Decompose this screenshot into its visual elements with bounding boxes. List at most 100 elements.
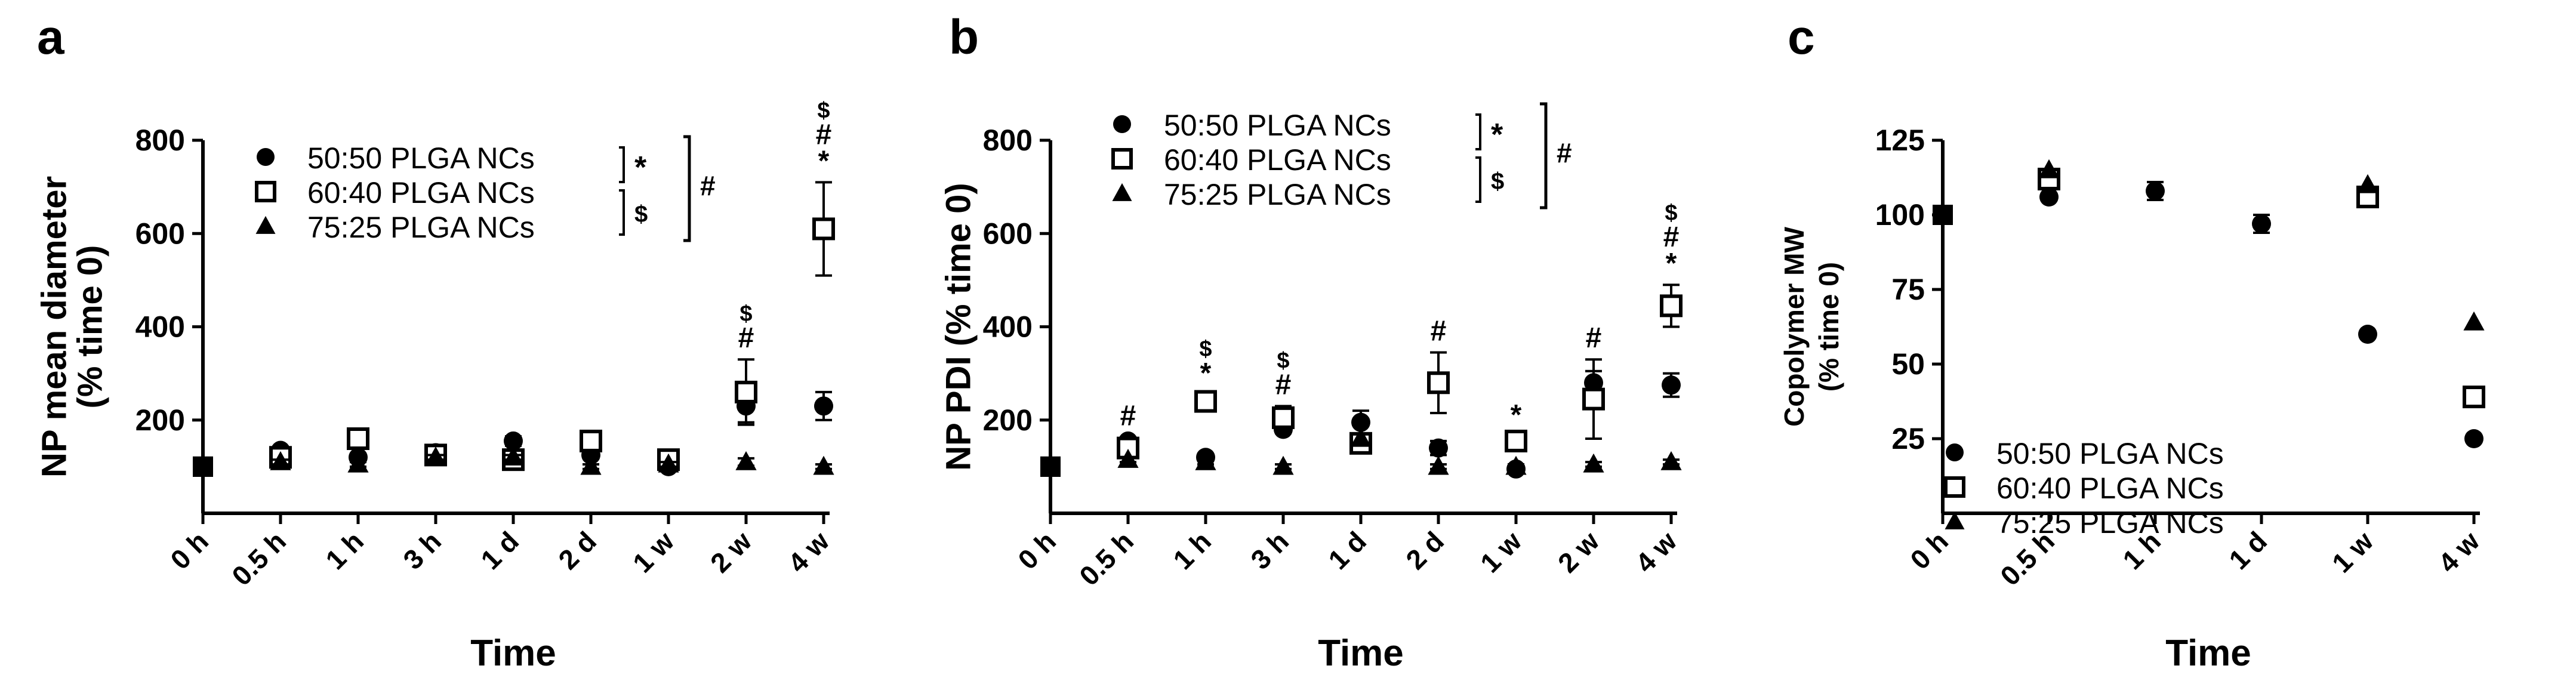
y-axis-label: NP mean diameter <box>35 176 73 477</box>
marker-60-40-plga-ncs <box>735 380 757 403</box>
x-tick-label: 1 h <box>1167 525 1217 575</box>
marker-50-50-plga-ncs <box>2252 214 2271 233</box>
x-axis-label: Time <box>2165 633 2251 674</box>
marker-75-25-plga-ncs <box>2357 174 2378 193</box>
sig-annotation: $ <box>739 301 752 326</box>
panel-label: a <box>37 10 65 64</box>
marker-60-40-plga-ncs <box>347 427 369 450</box>
y-tick-label: 800 <box>135 124 185 157</box>
y-tick-label: 400 <box>983 310 1033 344</box>
sig-mark: * <box>1491 118 1503 152</box>
x-tick-label: 0 h <box>164 525 214 575</box>
y-tick-label: 200 <box>135 403 185 437</box>
y-tick-label: 50 <box>1891 347 1925 381</box>
x-tick-label: 1 d <box>1322 525 1372 575</box>
x-tick-label: 1 d <box>474 525 525 575</box>
sig-annotation: # <box>816 119 832 150</box>
marker-75-25-plga-ncs <box>425 446 446 466</box>
x-tick-label: 1 w <box>627 525 680 578</box>
marker-75-25-plga-ncs <box>1195 451 1216 470</box>
marker-60-40-plga-ncs <box>1505 429 1527 452</box>
x-tick-label: 3 h <box>1244 525 1295 575</box>
sig-annotation: # <box>1120 400 1136 432</box>
sig-bracket <box>1475 156 1481 203</box>
marker-baseline <box>193 456 213 477</box>
sig-mark: * <box>634 150 647 185</box>
legend-label: 50:50 PLGA NCs <box>1996 437 2224 470</box>
legend-label: 50:50 PLGA NCs <box>1164 109 1391 142</box>
x-tick-label: 0.5 h <box>226 525 292 591</box>
panel-label: c <box>1788 10 1815 64</box>
marker-75-25-plga-ncs <box>735 451 757 470</box>
sig-bracket <box>1475 113 1481 150</box>
legend-label: 60:40 PLGA NCs <box>307 176 535 209</box>
marker-legend <box>1112 183 1132 201</box>
marker-75-25-plga-ncs <box>1428 455 1449 475</box>
marker-60-40-plga-ncs <box>1427 371 1450 395</box>
marker-75-25-plga-ncs <box>347 453 369 473</box>
marker-50-50-plga-ncs <box>2039 187 2059 207</box>
marker-legend <box>257 148 275 166</box>
marker-legend <box>1945 511 1965 529</box>
marker-baseline <box>1933 205 1953 225</box>
x-tick-label: 2 w <box>1552 525 1605 578</box>
sig-annotation: # <box>1663 221 1680 253</box>
x-tick-label: 2 d <box>552 525 602 575</box>
marker-75-25-plga-ncs <box>1272 455 1294 475</box>
marker-75-25-plga-ncs <box>2038 159 2060 178</box>
sig-annotation: # <box>1431 315 1447 347</box>
x-tick-label: 0 h <box>1904 525 1954 575</box>
marker-75-25-plga-ncs <box>658 453 679 473</box>
x-tick-label: 1 w <box>2326 525 2379 578</box>
marker-60-40-plga-ncs <box>2463 386 2485 408</box>
marker-legend <box>255 215 276 234</box>
y-tick-label: 600 <box>135 217 185 250</box>
sig-annotation: $ <box>1277 348 1289 373</box>
sig-bracket <box>1540 102 1548 209</box>
x-tick-label: 2 d <box>1400 525 1450 575</box>
legend-label: 60:40 PLGA NCs <box>1996 472 2224 505</box>
marker-60-40-plga-ncs <box>1660 294 1683 318</box>
y-tick-label: 100 <box>1875 198 1925 232</box>
marker-60-40-plga-ncs <box>812 217 835 241</box>
sig-annotation: * <box>1666 248 1677 279</box>
sig-annotation: $ <box>817 98 830 123</box>
x-tick-label: 2 w <box>704 525 757 578</box>
y-tick-label: 125 <box>1875 124 1925 157</box>
legend-label: 75:25 PLGA NCs <box>307 211 535 244</box>
marker-legend <box>1944 476 1965 498</box>
x-tick-label: 4 w <box>782 525 835 578</box>
y-axis-label: (% time 0) <box>1813 262 1844 392</box>
marker-75-25-plga-ncs <box>1660 451 1682 470</box>
sig-annotation: * <box>1511 399 1522 431</box>
legend-label: 75:25 PLGA NCs <box>1996 506 2224 540</box>
marker-60-40-plga-ncs <box>1194 390 1217 413</box>
y-tick-label: 200 <box>983 403 1033 437</box>
y-tick-label: 800 <box>983 124 1033 157</box>
marker-50-50-plga-ncs <box>504 431 523 451</box>
x-tick-label: 0.5 h <box>1073 525 1139 591</box>
marker-50-50-plga-ncs <box>2146 181 2165 201</box>
x-tick-label: 3 h <box>397 525 447 575</box>
marker-legend <box>1111 148 1133 170</box>
marker-50-50-plga-ncs <box>814 396 833 416</box>
marker-75-25-plga-ncs <box>580 455 602 475</box>
marker-legend <box>1946 443 1964 461</box>
x-tick-label: 4 w <box>2432 525 2485 578</box>
sig-annotation: # <box>1275 369 1292 400</box>
sig-annotation: $ <box>1665 201 1677 226</box>
marker-75-25-plga-ncs <box>1117 448 1139 468</box>
marker-75-25-plga-ncs <box>1583 453 1604 473</box>
y-tick-label: 25 <box>1891 422 1925 455</box>
sig-annotation: # <box>1586 322 1602 354</box>
marker-75-25-plga-ncs <box>1350 427 1372 447</box>
legend-label: 75:25 PLGA NCs <box>1164 178 1391 211</box>
x-tick-label: 1 w <box>1474 525 1527 578</box>
marker-50-50-plga-ncs <box>2464 429 2483 448</box>
y-axis-label: NP PDI (% time 0) <box>939 183 978 470</box>
x-tick-label: 1 h <box>319 525 369 575</box>
marker-75-25-plga-ncs <box>1505 455 1527 475</box>
sig-bracket <box>619 146 625 183</box>
marker-legend <box>255 181 276 202</box>
marker-75-25-plga-ncs <box>270 451 291 470</box>
